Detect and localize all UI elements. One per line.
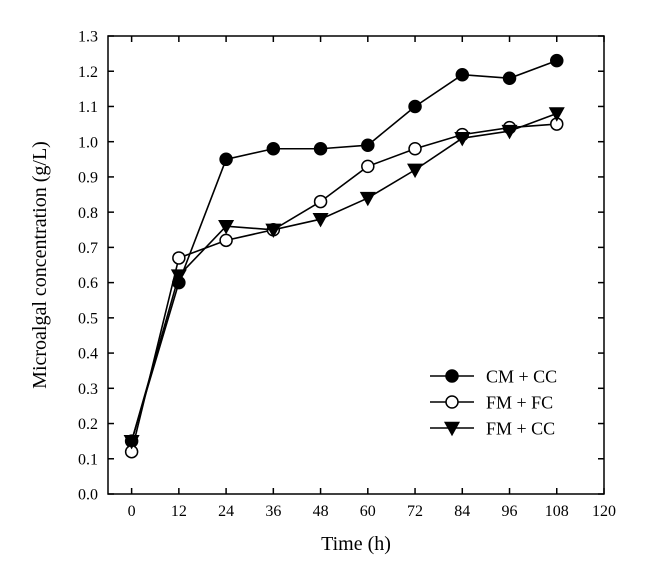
svg-text:0.4: 0.4 [78, 346, 98, 363]
svg-text:0.5: 0.5 [78, 310, 98, 327]
svg-text:120: 120 [592, 503, 616, 520]
svg-text:36: 36 [265, 503, 281, 520]
svg-text:CM + CC: CM + CC [486, 366, 557, 386]
y-axis-title: Microalgal concentration (g/L) [29, 141, 51, 389]
svg-text:FM + FC: FM + FC [486, 392, 553, 412]
svg-text:72: 72 [407, 503, 423, 520]
svg-text:1.3: 1.3 [78, 29, 98, 46]
svg-text:0.8: 0.8 [78, 205, 98, 222]
svg-text:96: 96 [502, 503, 518, 520]
svg-text:0.9: 0.9 [78, 170, 98, 187]
svg-text:0.7: 0.7 [78, 240, 98, 257]
svg-text:1.2: 1.2 [78, 64, 98, 81]
svg-text:0.0: 0.0 [78, 487, 98, 504]
growth-chart: 0 12 24 36 48 60 72 84 96 108 120 0.0 0.1 0.2 0.3 0.4 0.… [0, 0, 663, 584]
legend: CM + CC FM + FC FM + CC [430, 366, 557, 438]
svg-text:1.1: 1.1 [78, 99, 98, 116]
svg-text:FM + CC: FM + CC [486, 418, 555, 438]
svg-text:48: 48 [313, 503, 329, 520]
svg-text:0.3: 0.3 [78, 381, 98, 398]
svg-text:0: 0 [128, 503, 136, 520]
x-axis-title: Time (h) [321, 533, 391, 555]
svg-text:12: 12 [171, 503, 187, 520]
svg-text:1.0: 1.0 [78, 134, 98, 151]
series-0 [126, 55, 563, 447]
svg-text:0.1: 0.1 [78, 451, 98, 468]
svg-text:0.6: 0.6 [78, 275, 98, 292]
svg-text:60: 60 [360, 503, 376, 520]
svg-text:0.2: 0.2 [78, 416, 98, 433]
svg-text:24: 24 [218, 503, 234, 520]
svg-text:108: 108 [545, 503, 569, 520]
svg-text:84: 84 [454, 503, 470, 520]
